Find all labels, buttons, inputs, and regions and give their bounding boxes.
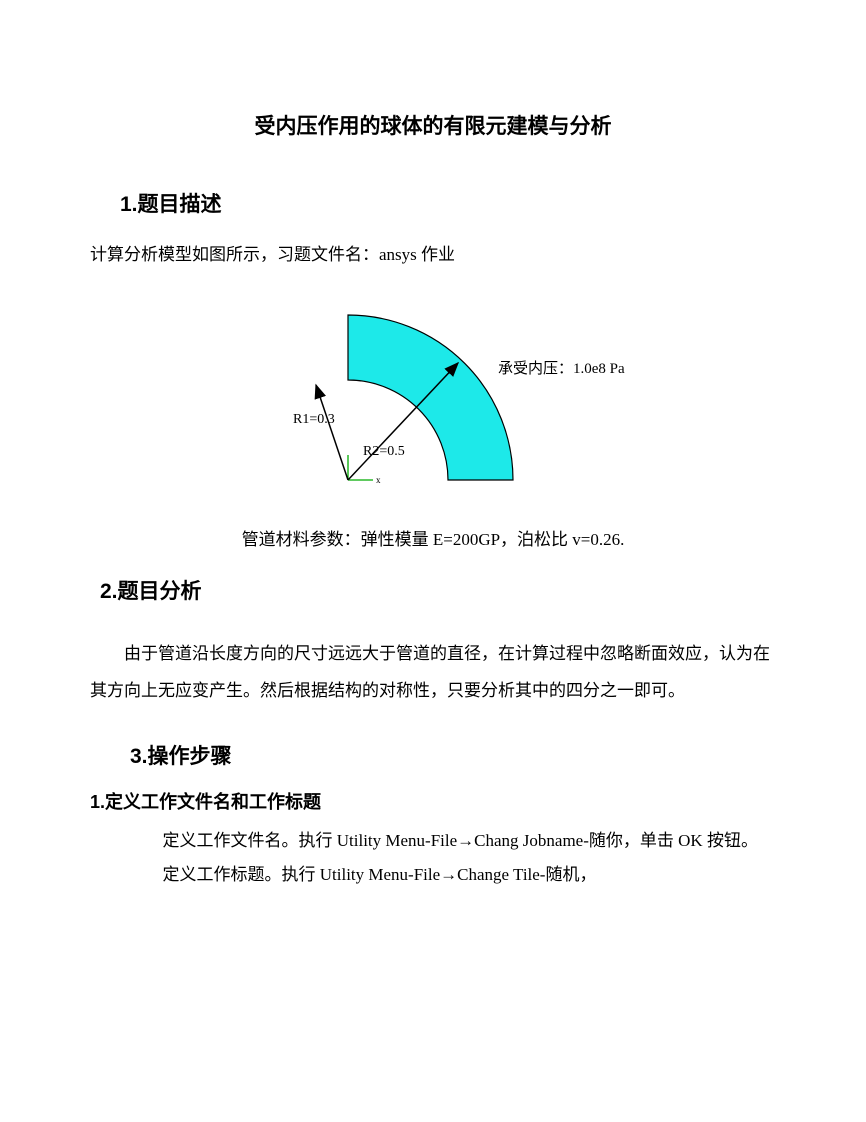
step-1-line-1: 定义工作文件名。执行 Utility Menu-File→Chang Jobna… <box>120 824 776 858</box>
section-3-sub1-heading: 1.定义工作文件名和工作标题 <box>90 788 776 814</box>
section-3-heading: 3.操作步骤 <box>130 740 776 770</box>
step-1-line-2: 定义工作标题。执行 Utility Menu-File→Change Tile-… <box>120 858 776 892</box>
section-2-heading: 2.题目分析 <box>100 575 776 605</box>
quarter-annulus-diagram: x R1=0.3 R2=0.5 承受内压：1.0e8 Pa <box>208 285 658 505</box>
material-caption: 管道材料参数：弹性模量 E=200GP，泊松比 v=0.26. <box>90 525 776 550</box>
section-2-text: 由于管道沿长度方向的尺寸远远大于管道的直径，在计算过程中忽略断面效应，认为在其方… <box>90 635 776 710</box>
section-1-heading: 1.题目描述 <box>120 188 776 218</box>
diagram-container: x R1=0.3 R2=0.5 承受内压：1.0e8 Pa <box>90 285 776 505</box>
page-title: 受内压作用的球体的有限元建模与分析 <box>90 110 776 140</box>
x-axis-label: x <box>376 475 381 485</box>
r2-label: R2=0.5 <box>363 444 405 459</box>
section-1-intro: 计算分析模型如图所示，习题文件名：ansys 作业 <box>90 240 776 265</box>
pressure-label: 承受内压：1.0e8 Pa <box>498 360 625 377</box>
r1-label: R1=0.3 <box>293 412 335 427</box>
r1-arrow <box>316 385 348 480</box>
